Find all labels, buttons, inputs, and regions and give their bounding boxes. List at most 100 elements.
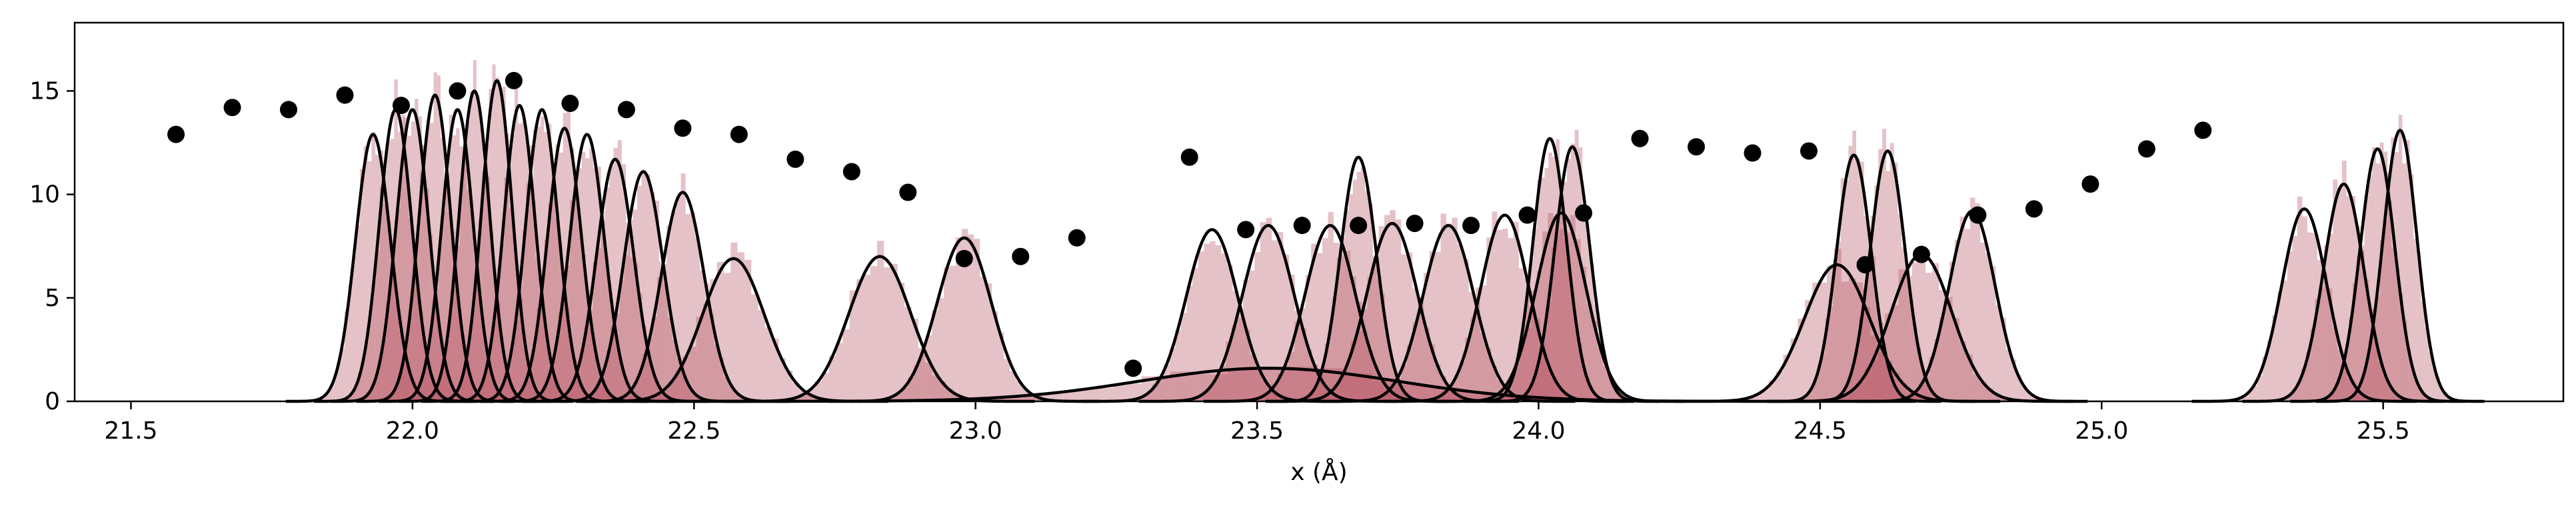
histogram-bar xyxy=(485,144,489,402)
histogram-bar xyxy=(2395,268,2399,401)
histogram-bar xyxy=(1924,375,1930,401)
histogram-bar xyxy=(1146,391,1152,401)
histogram-bar xyxy=(1468,292,1475,401)
histogram-bar xyxy=(2383,219,2387,401)
histogram-bar xyxy=(459,146,463,401)
histogram-bar xyxy=(751,294,758,401)
histogram-bar xyxy=(2407,349,2411,401)
histogram-bar xyxy=(352,255,357,401)
histogram-bar xyxy=(918,348,926,401)
histogram-bar xyxy=(1378,226,1384,401)
histogram-bar xyxy=(1238,317,1244,401)
histogram-bar xyxy=(1412,323,1418,401)
histogram-bar xyxy=(1226,265,1233,401)
histogram-bar xyxy=(526,183,530,401)
histogram-bar xyxy=(570,200,574,401)
histogram-bar xyxy=(434,387,438,401)
histogram-bar xyxy=(1806,393,1810,401)
histogram-bar xyxy=(416,231,420,401)
histogram-bar xyxy=(593,348,597,401)
histogram-bar xyxy=(493,276,497,401)
histogram-bar xyxy=(1858,381,1865,401)
data-point xyxy=(392,97,410,115)
histogram-bar xyxy=(419,311,423,401)
histogram-bar xyxy=(385,303,390,401)
histogram-bar xyxy=(718,357,724,401)
histogram-bar xyxy=(526,362,530,401)
histogram-bar xyxy=(379,150,383,402)
histogram-bar xyxy=(613,331,617,401)
histogram-bar xyxy=(1244,329,1250,401)
histogram-bar xyxy=(1860,161,1864,401)
histogram-bar xyxy=(1586,235,1590,401)
histogram-bar xyxy=(423,145,427,401)
histogram-bar xyxy=(694,395,699,401)
histogram-bar xyxy=(1567,158,1571,401)
histogram-bar xyxy=(2368,339,2373,401)
histogram-bar xyxy=(1913,327,1918,401)
histogram-bar xyxy=(2357,392,2363,401)
histogram-bar xyxy=(676,196,681,401)
histogram-bar xyxy=(455,393,459,401)
histogram-bar xyxy=(2349,317,2353,401)
histogram-bar xyxy=(569,344,573,401)
histogram-bar xyxy=(723,273,731,401)
histogram-bar xyxy=(876,241,884,401)
histogram-bar xyxy=(654,393,662,401)
histogram-bar xyxy=(1350,341,1356,401)
data-point xyxy=(955,249,973,267)
histogram-bar xyxy=(1999,397,2007,401)
histogram-bar xyxy=(375,155,380,401)
histogram-bar xyxy=(1237,308,1243,401)
histogram-bar xyxy=(402,357,406,401)
histogram-bar xyxy=(1870,215,1875,401)
histogram-bar xyxy=(1995,305,2001,401)
histogram-bar xyxy=(1536,366,1540,401)
histogram-bar xyxy=(1574,129,1579,401)
histogram-bar xyxy=(449,115,453,401)
histogram-bar xyxy=(1452,217,1458,401)
histogram-bar xyxy=(511,134,515,402)
histogram-bar xyxy=(1356,172,1361,401)
histogram-bar xyxy=(585,326,589,401)
histogram-bar xyxy=(445,172,449,401)
histogram-bar xyxy=(1395,219,1402,401)
histogram-bar xyxy=(2297,196,2303,401)
histogram-bar xyxy=(1944,301,1950,401)
histogram-bar xyxy=(463,129,467,401)
histogram-bar xyxy=(2425,327,2429,401)
histogram-bar xyxy=(685,214,690,401)
histogram-bar xyxy=(668,381,676,401)
histogram-bar xyxy=(568,388,573,401)
histogram-bar xyxy=(1761,389,1769,401)
histogram-bar xyxy=(662,395,668,401)
histogram-bar xyxy=(475,393,479,401)
histogram-bar xyxy=(547,376,551,401)
histogram-bar xyxy=(518,123,522,401)
histogram-bar xyxy=(399,375,403,401)
histogram-bar xyxy=(2364,279,2369,401)
histogram-bar xyxy=(1335,396,1341,401)
histogram-bar xyxy=(968,234,974,401)
histogram-bar xyxy=(1921,369,1926,401)
histogram-bar xyxy=(1486,237,1492,401)
histogram-bar xyxy=(395,301,399,401)
histogram-bar xyxy=(1476,287,1482,401)
histogram-bar xyxy=(1016,381,1022,401)
histogram-bar xyxy=(578,225,582,401)
histogram-bar xyxy=(1367,277,1374,401)
histogram-bar xyxy=(498,393,502,401)
histogram-bar xyxy=(1278,397,1285,401)
histogram-bar xyxy=(403,117,408,401)
histogram-bar xyxy=(593,262,597,401)
histogram-bar xyxy=(1300,307,1306,401)
x-tick-label: 21.5 xyxy=(104,417,157,445)
histogram-bar xyxy=(944,267,950,401)
histogram-bar xyxy=(1221,253,1227,401)
histogram-bar xyxy=(1582,220,1587,401)
histogram-bar xyxy=(950,265,956,401)
histogram-bar xyxy=(1540,177,1545,401)
histogram-bar xyxy=(573,189,578,401)
histogram-bar xyxy=(2021,386,2027,401)
histogram-bar xyxy=(2364,195,2369,401)
